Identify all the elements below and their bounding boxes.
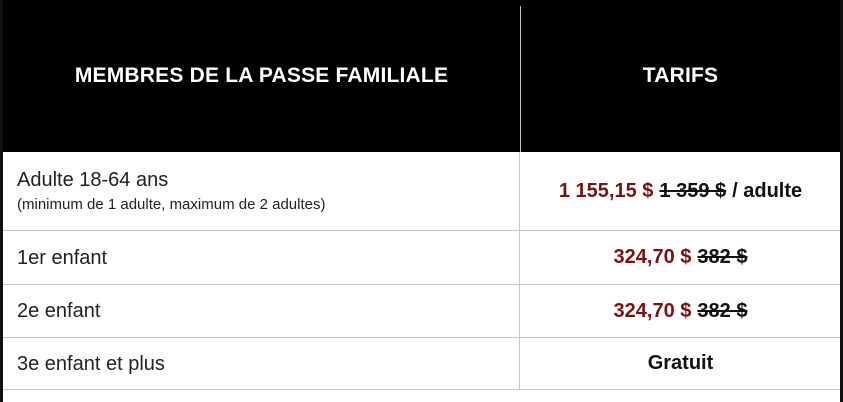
member-label: 2e enfant xyxy=(17,300,101,322)
member-label: 3e enfant et plus xyxy=(17,352,165,375)
table-row-third-child: 3e enfant et plus Gratuit xyxy=(3,338,840,390)
price-new: 324,70 $ xyxy=(613,246,692,268)
table-row-first-child: 1er enfant 324,70 $ 382 $ xyxy=(3,231,840,285)
table-row-adult: Adulte 18-64 ans (minimum de 1 adulte, m… xyxy=(3,152,840,231)
member-label: Adulte 18-64 ans xyxy=(17,169,169,191)
member-cell: 2e enfant xyxy=(3,285,520,337)
price-suffix: / adulte xyxy=(732,179,803,202)
member-label: 1er enfant xyxy=(17,246,108,269)
tarifs-column-header: TARIFS xyxy=(642,64,719,87)
member-cell: 1er enfant xyxy=(3,231,520,284)
member-cell: 3e enfant et plus xyxy=(3,338,520,389)
member-cell: Adulte 18-64 ans (minimum de 1 adulte, m… xyxy=(3,152,520,230)
member-sublabel: (minimum de 1 adulte, maximum de 2 adult… xyxy=(17,196,326,213)
price-free: Gratuit xyxy=(647,352,714,374)
table-header: MEMBRES DE LA PASSE FAMILIALE TARIFS xyxy=(3,0,840,152)
members-column-header: MEMBRES DE LA PASSE FAMILIALE xyxy=(74,64,449,87)
price-cell: 324,70 $ 382 $ xyxy=(521,231,840,284)
price-new: 1 155,15 $ xyxy=(558,179,654,202)
header-divider xyxy=(520,6,521,152)
price-cell: 1 155,15 $ 1 359 $ / adulte xyxy=(521,152,840,230)
table-row-second-child: 2e enfant 324,70 $ 382 $ xyxy=(3,285,840,338)
price-new: 324,70 $ xyxy=(613,299,692,322)
price-cell: 324,70 $ 382 $ xyxy=(521,285,840,337)
price-old: 382 $ xyxy=(697,246,748,268)
price-cell: Gratuit xyxy=(521,338,840,389)
price-old: 382 $ xyxy=(697,299,748,322)
price-old: 1 359 $ xyxy=(659,179,727,202)
